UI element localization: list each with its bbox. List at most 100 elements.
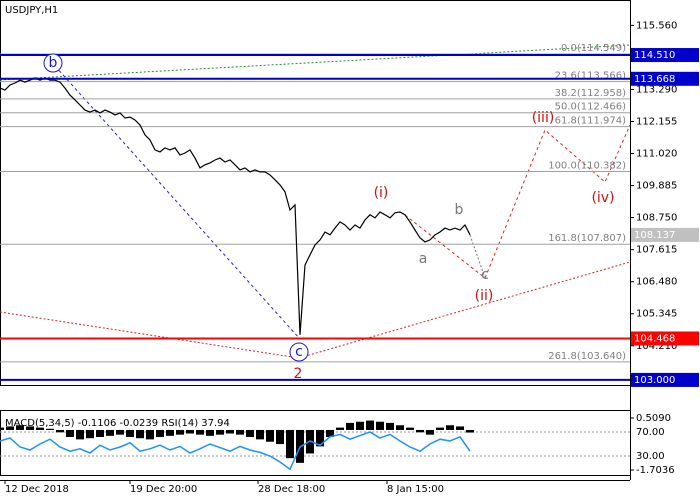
macd-bar bbox=[356, 421, 364, 430]
macd-bar bbox=[6, 426, 14, 430]
macd-bar bbox=[236, 429, 244, 435]
macd-bar bbox=[436, 427, 444, 430]
macd-bar bbox=[336, 427, 344, 430]
last-price-box bbox=[631, 227, 699, 242]
wave-line bbox=[54, 65, 300, 339]
x-tick-label: 19 Dec 20:00 bbox=[130, 484, 197, 495]
fib-label: 50.0(112.466) bbox=[555, 102, 627, 113]
macd-bar bbox=[26, 426, 34, 430]
rsi-line bbox=[0, 431, 471, 471]
y2-tick-label: 70.00 bbox=[636, 427, 665, 438]
wave-label: c bbox=[295, 344, 303, 360]
macd-bar bbox=[106, 429, 114, 436]
y-tick-label: 113.290 bbox=[636, 84, 677, 95]
macd-bar bbox=[66, 429, 74, 438]
macd-bar bbox=[176, 429, 184, 435]
macd-bar bbox=[36, 427, 44, 430]
wave-label: a bbox=[419, 251, 428, 267]
forecast-line bbox=[404, 124, 631, 279]
fib-label: 38.2(112.958) bbox=[555, 88, 627, 99]
macd-bar bbox=[376, 421, 384, 430]
macd-bar bbox=[206, 429, 214, 436]
macd-bar bbox=[96, 429, 104, 438]
wave-circle bbox=[43, 53, 63, 73]
y-tick-label: 108.750 bbox=[636, 213, 677, 224]
macd-bar bbox=[286, 429, 294, 459]
macd-bar bbox=[186, 429, 194, 434]
y-tick-label: 115.560 bbox=[636, 20, 677, 31]
y-tick-label: 107.615 bbox=[636, 245, 677, 256]
macd-bar bbox=[156, 429, 164, 438]
fib-label: 100.0(110.382) bbox=[548, 161, 626, 172]
x-tick-label: 28 Dec 18:00 bbox=[258, 484, 325, 495]
y2-tick-label: 30.00 bbox=[636, 451, 665, 462]
price-line bbox=[0, 77, 471, 335]
fib-label: 161.8(107.807) bbox=[548, 233, 626, 244]
macd-bar bbox=[146, 429, 154, 440]
macd-bar bbox=[116, 429, 124, 435]
x-tick-label: 8 Jan 15:00 bbox=[387, 484, 444, 495]
macd-bar bbox=[56, 429, 64, 433]
fib-label: 23.6(113.566) bbox=[555, 71, 627, 82]
macd-bar bbox=[366, 420, 374, 430]
chart-title: USDJPY,H1 bbox=[5, 5, 58, 16]
level-label: 114.510 bbox=[634, 50, 675, 61]
wave-label: 2 bbox=[294, 366, 303, 382]
macd-bar bbox=[416, 429, 424, 433]
macd-bar bbox=[46, 428, 54, 430]
wave-line bbox=[469, 234, 486, 279]
macd-bar bbox=[216, 429, 224, 435]
macd-bar bbox=[346, 422, 354, 430]
y-tick-label: -1.7036 bbox=[636, 465, 675, 476]
macd-bar bbox=[196, 429, 204, 435]
y-tick-label: 112.155 bbox=[636, 117, 677, 128]
wave-label: (iv) bbox=[591, 190, 614, 206]
macd-bar bbox=[256, 429, 264, 440]
fib-label: 0.0(114.549) bbox=[561, 43, 626, 54]
wave-circle bbox=[289, 342, 309, 362]
wave-label: b bbox=[49, 55, 58, 71]
macd-bar bbox=[136, 429, 144, 439]
wave-label: (i) bbox=[374, 185, 389, 201]
fib-label: 61.8(111.974) bbox=[555, 116, 627, 127]
macd-bar bbox=[276, 429, 284, 445]
macd-bar bbox=[126, 429, 134, 438]
drawings bbox=[0, 44, 631, 359]
level-label: 103.000 bbox=[634, 375, 675, 386]
macd-bar bbox=[0, 427, 4, 430]
level-label: 104.468 bbox=[634, 333, 675, 344]
wave-label: c bbox=[481, 267, 489, 283]
macd-bar bbox=[266, 429, 274, 442]
macd-bar bbox=[166, 429, 174, 436]
level-box bbox=[631, 48, 699, 63]
macd-bar bbox=[406, 427, 414, 430]
macd-bar bbox=[86, 429, 94, 439]
indicator-title: MACD(5,34,5) -0.1106 -0.0239 RSI(14) 37.… bbox=[5, 418, 230, 429]
macd-bar bbox=[396, 425, 404, 430]
macd-bar bbox=[386, 422, 394, 430]
wave-label: (iii) bbox=[532, 110, 555, 126]
fib-label: 261.8(103.640) bbox=[548, 351, 626, 362]
y-tick-label: 111.020 bbox=[636, 149, 677, 160]
level-box bbox=[631, 331, 699, 346]
trend-line bbox=[0, 44, 631, 81]
last-price-label: 108.137 bbox=[634, 230, 675, 241]
x-tick-label: 12 Dec 2018 bbox=[5, 484, 69, 495]
channel-line bbox=[0, 261, 631, 359]
y-tick-label: 106.480 bbox=[636, 277, 677, 288]
macd-bar bbox=[226, 429, 234, 434]
macd-bar bbox=[76, 429, 84, 440]
y-tick-label: 0.5090 bbox=[636, 413, 671, 424]
macd-bar bbox=[426, 429, 434, 435]
level-label: 113.668 bbox=[634, 74, 675, 85]
macd-bar bbox=[16, 425, 24, 430]
y-tick-label: 105.345 bbox=[636, 309, 677, 320]
macd-bar bbox=[466, 429, 474, 433]
macd-bar bbox=[246, 429, 254, 438]
y-tick-label: 104.210 bbox=[636, 341, 677, 352]
wave-label: (ii) bbox=[475, 288, 494, 304]
macd-bar bbox=[446, 425, 454, 430]
macd-bar bbox=[456, 426, 464, 430]
